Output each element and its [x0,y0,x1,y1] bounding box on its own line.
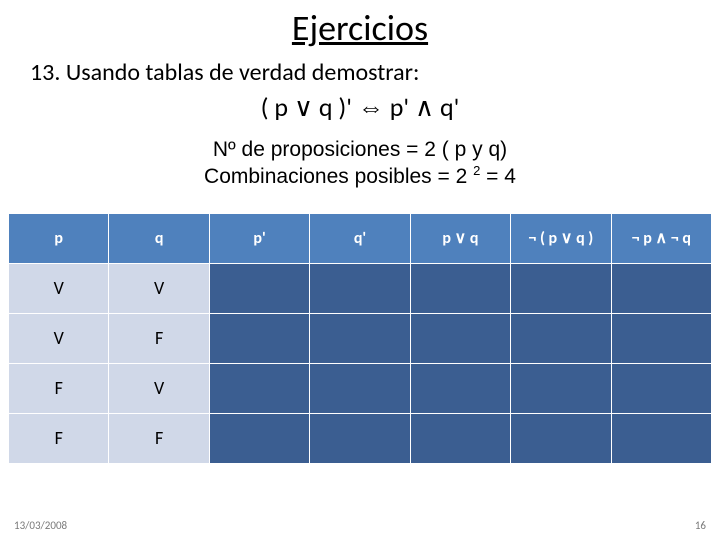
exercise-prompt: 13. Usando tablas de verdad demostrar: [0,50,720,87]
col-p-prime: p' [209,213,309,263]
cell: V [9,263,109,313]
truth-table: p q p' q' p ∨ q ¬ ( p ∨ q ) ¬ p ∧ ¬ q V … [8,213,712,464]
cell [511,263,611,313]
cell [511,363,611,413]
footer-page-number: 16 [695,519,706,532]
cell [611,413,711,463]
col-q-prime: q' [310,213,410,263]
col-p-or-q: p ∨ q [410,213,510,263]
cell: F [9,363,109,413]
cell [410,313,510,363]
table-row: F V [9,363,712,413]
cell: V [9,313,109,363]
info-line2-pre: Combinaciones posibles = 2 [204,165,473,188]
col-p: p [9,213,109,263]
proposition-info: Nº de proposiciones = 2 ( p y q) Combina… [0,123,720,191]
cell: F [109,313,209,363]
logic-expression: ( p ∨ q )' ⇔ p' ∧ q' [0,87,720,123]
cell: V [109,363,209,413]
cell [209,263,309,313]
col-not-p-or-q: ¬ ( p ∨ q ) [511,213,611,263]
table-row: V F [9,313,712,363]
truth-table-container: p q p' q' p ∨ q ¬ ( p ∨ q ) ¬ p ∧ ¬ q V … [0,191,720,464]
cell [310,413,410,463]
cell [410,413,510,463]
cell [511,413,611,463]
table-header-row: p q p' q' p ∨ q ¬ ( p ∨ q ) ¬ p ∧ ¬ q [9,213,712,263]
cell: F [9,413,109,463]
cell [410,363,510,413]
page-title: Ejercicios [0,0,720,50]
cell [310,263,410,313]
cell [611,313,711,363]
col-q: q [109,213,209,263]
cell: V [109,263,209,313]
table-row: V V [9,263,712,313]
footer-date: 13/03/2008 [14,519,67,532]
cell: F [109,413,209,463]
table-row: F F [9,413,712,463]
info-line2-post: = 4 [480,165,516,188]
cell [410,263,510,313]
cell [511,313,611,363]
cell [611,263,711,313]
cell [209,313,309,363]
cell [209,413,309,463]
cell [209,363,309,413]
cell [310,313,410,363]
cell [611,363,711,413]
cell [310,363,410,413]
info-line1: Nº de proposiciones = 2 ( p y q) [213,138,507,161]
col-notp-and-notq: ¬ p ∧ ¬ q [611,213,711,263]
